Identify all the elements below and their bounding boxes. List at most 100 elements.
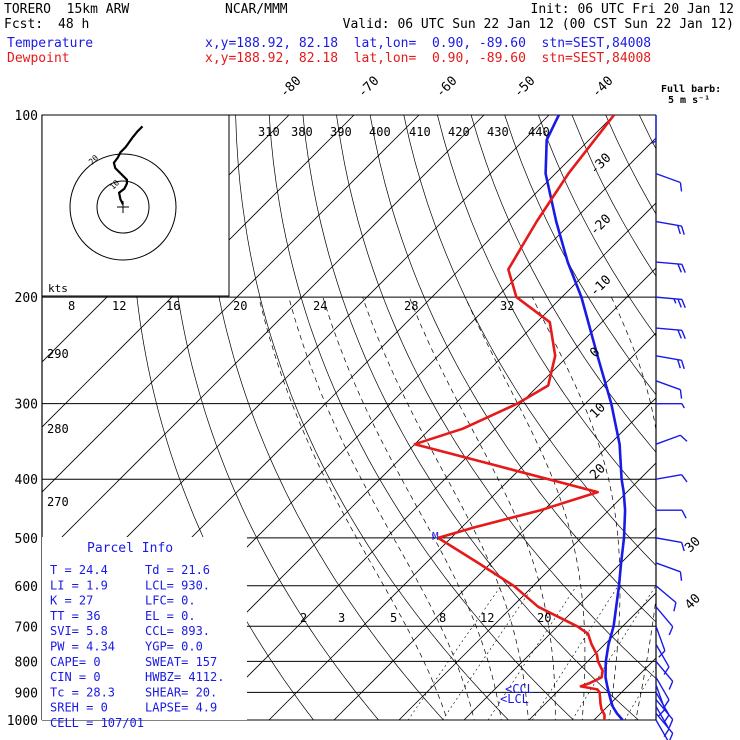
wind-barb bbox=[651, 115, 657, 144]
barb-shaft bbox=[655, 261, 682, 266]
dry-adiabat-line bbox=[336, 115, 656, 679]
parcel-row-right: LFC= 0. bbox=[145, 594, 196, 608]
mixing-ratio-label: 32 bbox=[500, 299, 514, 313]
wind-barb bbox=[655, 626, 666, 658]
dry-adiabat-line bbox=[369, 115, 656, 623]
isotherm-line bbox=[463, 527, 656, 720]
theta-label: 400 bbox=[369, 125, 391, 139]
dewpoint-profile bbox=[413, 115, 616, 720]
parcel-row-right: YGP= 0.0 bbox=[145, 640, 203, 654]
mixing-ratio-label: 24 bbox=[313, 299, 327, 313]
dry-adiabat-line bbox=[166, 115, 379, 720]
barb-shaft bbox=[655, 562, 681, 573]
ccl-marker: <CCL bbox=[505, 682, 534, 696]
isotherm-line bbox=[42, 115, 355, 428]
parcel-info-rows: T = 24.4 Td = 21.6 LI = 1.9 LCL= 930. K = 27… bbox=[50, 563, 224, 730]
wind-barb bbox=[655, 474, 688, 483]
parcel-row-left: T = 24.4 bbox=[50, 563, 108, 577]
moist-adiabat-line bbox=[611, 296, 656, 720]
parcel-row-right: LCL= 930. bbox=[145, 578, 210, 592]
wind-barb bbox=[655, 644, 670, 675]
barb-flag bbox=[679, 182, 683, 192]
parcel-row-left: K = 27 bbox=[50, 594, 93, 608]
forecast-label: Fcst: bbox=[4, 17, 44, 32]
m-marker: M bbox=[432, 530, 439, 543]
barb-shaft bbox=[655, 712, 674, 734]
temperature-legend-info: x,y=188.92, 82.18 lat,lon= 0.90, -89.60 … bbox=[205, 36, 652, 51]
barb-flag bbox=[681, 474, 688, 483]
parcel-row-right: SWEAT= 157 bbox=[145, 655, 217, 669]
barb-flag bbox=[679, 389, 683, 399]
barb-flag bbox=[658, 708, 666, 717]
pressure-label: 600 bbox=[15, 580, 38, 595]
parcel-row-left: SVI= 5.8 bbox=[50, 624, 108, 638]
barb-flag bbox=[669, 732, 674, 740]
barb-key-line1: Full barb: bbox=[661, 84, 721, 95]
model-title: TORERO 15km ARW bbox=[4, 2, 130, 17]
barb-shaft bbox=[655, 660, 674, 682]
wind-barb bbox=[655, 296, 686, 308]
dry-adiabat-line bbox=[605, 115, 656, 215]
moist-adiabat-line bbox=[258, 297, 448, 720]
theta-low-label: 280 bbox=[47, 422, 69, 436]
barb-shaft bbox=[655, 644, 670, 668]
mixing-ratio-label: 12 bbox=[112, 299, 126, 313]
theta-low-label: 290 bbox=[47, 347, 69, 361]
mixing-ratio-low-label: 5 bbox=[390, 611, 397, 625]
lcl-marker: <LCL bbox=[500, 692, 529, 706]
barb-flag bbox=[658, 650, 666, 658]
barb-shaft bbox=[655, 606, 674, 628]
parcel-row-left: SREH = 0 bbox=[50, 701, 108, 715]
theta-label: 410 bbox=[409, 125, 431, 139]
dry-adiabat-line bbox=[268, 115, 575, 720]
pressure-label: 200 bbox=[15, 291, 38, 306]
valid-time: Valid: 06 UTC Sun 22 Jan 12 (00 CST Sun … bbox=[342, 17, 734, 32]
theta-label: 380 bbox=[291, 125, 313, 139]
mixing-ratio-low-label: 3 bbox=[338, 611, 345, 625]
isotherm-line bbox=[42, 115, 420, 493]
isotherm-line bbox=[711, 87, 740, 733]
wind-barb bbox=[656, 509, 687, 519]
forecast-hours: 48 h bbox=[58, 17, 90, 32]
theta-label: 390 bbox=[330, 125, 352, 139]
barb-shaft bbox=[655, 684, 666, 710]
mixing-ratio-low-label: 20 bbox=[537, 611, 551, 625]
temperature-label: -70 bbox=[355, 74, 382, 101]
barb-key-line2: 5 m s⁻¹ bbox=[668, 95, 710, 106]
moist-adiabat-line bbox=[322, 296, 502, 720]
barb-flag bbox=[673, 602, 677, 612]
theta-low-label: 270 bbox=[47, 495, 69, 509]
pressure-label: 900 bbox=[15, 686, 38, 701]
mixing-ratio-low-label: 8 bbox=[439, 611, 446, 625]
barb-flag bbox=[680, 360, 685, 370]
barb-shaft bbox=[655, 676, 670, 701]
wind-barb bbox=[655, 261, 686, 273]
barb-shaft bbox=[655, 327, 682, 332]
barb-flag bbox=[676, 359, 681, 369]
hodograph-ring-outer bbox=[69, 153, 177, 261]
theta-label: 310 bbox=[258, 125, 280, 139]
pressure-label: 300 bbox=[15, 398, 38, 413]
wind-barb bbox=[655, 355, 685, 370]
dewpoint-legend-info: x,y=188.92, 82.18 lat,lon= 0.90, -89.60 … bbox=[205, 51, 652, 66]
wind-barb bbox=[655, 706, 670, 737]
temperature-label: 30 bbox=[682, 534, 704, 556]
parcel-info-panel: Parcel Info T = 24.4 Td = 21.6 LI = 1.9 LCL… bbox=[42, 537, 247, 730]
wind-barb bbox=[655, 684, 666, 717]
isotherm-line bbox=[333, 397, 656, 720]
init-time: Init: 06 UTC Fri 20 Jan 12 bbox=[530, 2, 735, 17]
moist-adiabat-line bbox=[408, 296, 556, 720]
parcel-row-left: TT = 36 bbox=[50, 609, 101, 623]
barb-flag bbox=[668, 719, 674, 728]
temperature-label: -10 bbox=[587, 273, 614, 300]
barb-flag bbox=[681, 264, 686, 273]
wind-barb bbox=[655, 172, 683, 192]
moist-adiabat-line bbox=[464, 296, 586, 720]
barb-flag bbox=[676, 225, 681, 235]
pressure-label: 100 bbox=[15, 109, 38, 124]
pressure-label: 800 bbox=[15, 655, 38, 670]
barb-flag bbox=[681, 509, 687, 519]
temperature-label: 40 bbox=[682, 591, 704, 613]
barb-shaft bbox=[655, 220, 682, 227]
barb-shaft bbox=[655, 719, 669, 740]
